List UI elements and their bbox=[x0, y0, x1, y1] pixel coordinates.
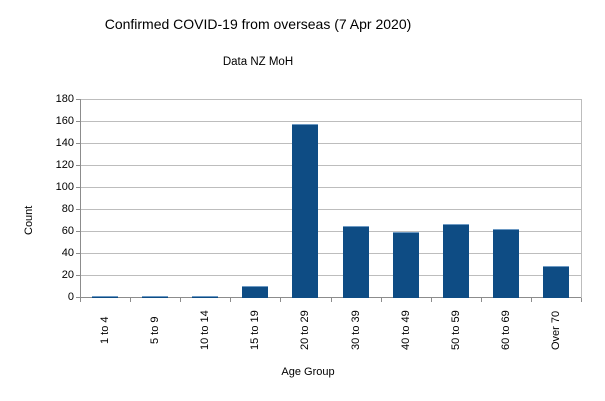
gridline bbox=[80, 164, 581, 166]
x-tick bbox=[280, 297, 282, 302]
x-tick-label: 60 to 69 bbox=[499, 310, 512, 351]
x-tick-label: 40 to 49 bbox=[399, 310, 412, 351]
x-tick bbox=[480, 297, 482, 302]
x-tick-label: 15 to 19 bbox=[249, 310, 262, 351]
x-tick bbox=[380, 297, 382, 302]
gridline bbox=[80, 274, 581, 276]
y-tick bbox=[76, 208, 80, 210]
x-tick-label: 10 to 14 bbox=[199, 310, 212, 351]
x-tick bbox=[130, 297, 132, 302]
bar-30-to-39 bbox=[342, 225, 369, 298]
y-tick-label: 80 bbox=[61, 202, 74, 215]
x-tick-label: Over 70 bbox=[549, 310, 562, 351]
bar-60-to-69 bbox=[492, 228, 519, 298]
gridline bbox=[80, 208, 581, 210]
y-tick-label: 100 bbox=[55, 180, 74, 193]
x-tick-label: 5 to 9 bbox=[149, 316, 162, 345]
x-tick-label: 50 to 59 bbox=[449, 310, 462, 351]
bar-over-70 bbox=[542, 265, 569, 298]
x-tick-label: 30 to 39 bbox=[349, 310, 362, 351]
gridline bbox=[80, 142, 581, 144]
y-tick bbox=[76, 297, 80, 298]
y-tick-label: 160 bbox=[55, 114, 74, 127]
x-tick bbox=[180, 297, 182, 302]
y-tick bbox=[76, 252, 80, 254]
gridline bbox=[80, 230, 581, 232]
gridline bbox=[80, 186, 581, 188]
y-tick bbox=[76, 186, 80, 188]
chart-title: Confirmed COVID-19 from overseas (7 Apr … bbox=[104, 16, 412, 32]
y-tick bbox=[76, 274, 80, 276]
y-tick-label: 20 bbox=[61, 268, 74, 281]
x-tick-label: 20 to 29 bbox=[299, 310, 312, 351]
x-axis-title: Age Group bbox=[281, 366, 335, 378]
y-tick-label: 140 bbox=[55, 136, 74, 149]
x-tick bbox=[330, 297, 332, 302]
y-tick bbox=[76, 164, 80, 166]
x-tick bbox=[430, 297, 432, 302]
x-tick bbox=[230, 297, 232, 302]
gridline bbox=[80, 98, 581, 100]
x-tick bbox=[530, 297, 532, 302]
x-tick bbox=[581, 297, 582, 302]
bar-10-to-14 bbox=[192, 295, 219, 298]
bar-15-to-19 bbox=[242, 285, 269, 298]
y-tick bbox=[76, 98, 80, 100]
chart-subtitle: Data NZ MoH bbox=[222, 56, 294, 68]
x-tick-label: 1 to 4 bbox=[99, 316, 112, 345]
gridline bbox=[80, 120, 581, 122]
bar-1-to-4 bbox=[92, 295, 119, 298]
y-tick-label: 180 bbox=[55, 92, 74, 105]
x-tick bbox=[80, 297, 81, 302]
y-tick bbox=[76, 230, 80, 232]
bar-20-to-29 bbox=[292, 123, 319, 298]
y-tick-label: 60 bbox=[61, 224, 74, 237]
gridline bbox=[80, 252, 581, 254]
bar-40-to-49 bbox=[392, 231, 419, 298]
bar-5-to-9 bbox=[142, 295, 169, 298]
y-tick bbox=[76, 142, 80, 144]
y-axis-line bbox=[79, 99, 81, 298]
bar-50-to-59 bbox=[442, 223, 469, 298]
y-tick-label: 120 bbox=[55, 158, 74, 171]
y-tick-label: 40 bbox=[61, 246, 74, 259]
plot-right-border bbox=[581, 99, 582, 298]
y-tick bbox=[76, 120, 80, 122]
y-tick-label: 0 bbox=[67, 291, 74, 303]
